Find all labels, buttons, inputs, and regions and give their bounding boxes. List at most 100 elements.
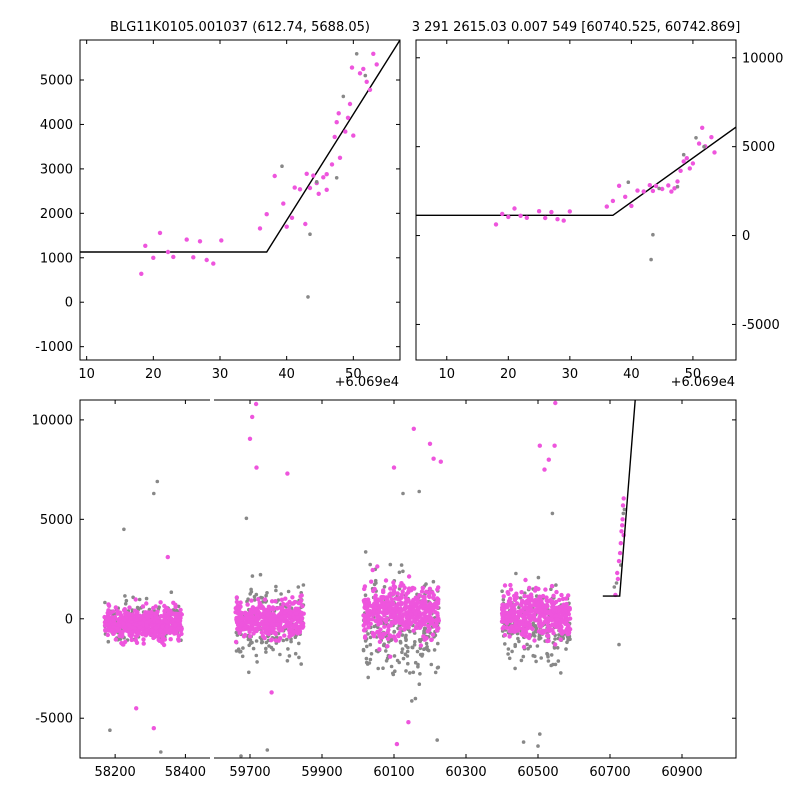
- bottom-pink-point: [514, 615, 519, 620]
- bottom-gray-outlier: [538, 732, 542, 736]
- top-right-pink-point: [506, 214, 511, 220]
- top-right-pink-point: [687, 166, 692, 171]
- bottom-pink-point: [149, 623, 155, 628]
- bottom-pink-point: [546, 638, 551, 643]
- bottom-pink-point: [389, 601, 395, 606]
- bottom-gray-point: [297, 641, 301, 646]
- top-left-xtick-label: 40: [278, 367, 295, 382]
- bottom-pink-point: [558, 628, 564, 633]
- bottom-gray-point: [413, 660, 418, 665]
- bottom-pink-point: [144, 601, 149, 606]
- bottom-gray-point: [534, 626, 539, 631]
- bottom-pink-point: [543, 587, 548, 592]
- bottom-pink-point: [525, 607, 530, 612]
- bottom-pink-point: [549, 617, 554, 623]
- bottom-pink-point: [233, 639, 239, 645]
- bottom-gray-point: [397, 660, 402, 665]
- bottom-pink-point: [287, 610, 293, 616]
- bottom-pink-point: [435, 587, 440, 592]
- bottom-pink-point: [105, 627, 111, 633]
- top-left-pink-point: [307, 185, 313, 191]
- bottom-pink-point: [381, 605, 386, 610]
- bottom-pink-point: [511, 606, 516, 611]
- top-right-pink-point: [543, 215, 548, 221]
- bottom-gray-point: [278, 652, 282, 657]
- top-left-pink-point: [139, 271, 144, 276]
- bottom-pink-point: [512, 593, 517, 599]
- bottom-pink-point: [420, 585, 426, 591]
- bottom-gray-point: [535, 644, 540, 648]
- bottom-pink-point: [254, 613, 260, 618]
- top-left-gray-point: [314, 180, 319, 184]
- bottom-pink-point: [393, 638, 399, 643]
- bottom-pink-point: [565, 631, 570, 637]
- bottom-gray-point: [546, 659, 551, 663]
- top-right-pink-point: [610, 198, 616, 204]
- top-right-ytick-label: -5000: [742, 318, 780, 333]
- bottom-gray-point: [285, 659, 290, 663]
- top-right-gray-point: [651, 232, 655, 237]
- bottom-gray-point: [568, 637, 572, 641]
- bottom-pink-point: [408, 600, 413, 606]
- top-right-pink-point: [684, 156, 689, 161]
- bottom-gray-point: [248, 638, 253, 642]
- top-left-ytick-label: 0: [65, 296, 73, 311]
- bottom-pink-point: [120, 633, 125, 638]
- bottom-pink-point: [121, 621, 126, 627]
- bottom-gray-point: [365, 644, 369, 649]
- bottom-gray-outlier: [417, 489, 422, 494]
- bottom-pink-point: [148, 632, 153, 637]
- bottom-pink-outlier: [411, 426, 416, 431]
- bottom-pink-point: [262, 610, 268, 615]
- bottom-pink-point: [554, 589, 559, 595]
- top-right-pink-point: [660, 186, 665, 192]
- bottom-gray-point: [432, 648, 437, 652]
- bottom-gray-outlier: [159, 750, 163, 754]
- bottom-pink-point: [519, 590, 524, 595]
- bottom-gray-point: [416, 664, 420, 669]
- top-left-pink-point: [334, 120, 339, 125]
- bottom-pink-point: [234, 599, 240, 605]
- bottom-pink-outlier: [427, 441, 433, 446]
- bottom-pink-point: [158, 628, 164, 634]
- top-left-pink-point: [311, 173, 316, 178]
- top-left-gray-point: [280, 164, 284, 168]
- top-right-gray-point: [702, 144, 706, 149]
- bottom-pink-point: [526, 614, 531, 619]
- bottom-pink-point: [567, 605, 572, 611]
- bottom-pink-point: [255, 626, 260, 631]
- bottom-pink-point: [430, 632, 436, 637]
- top-left-xtick-label: 30: [212, 367, 229, 382]
- top-left-model-line: [80, 40, 400, 253]
- bottom-pink-point: [559, 631, 565, 636]
- bottom-xtick-label: 58400: [165, 765, 206, 780]
- bottom-pink-point: [297, 624, 302, 630]
- bottom-pink-point: [434, 618, 439, 623]
- bottom-pink-point: [362, 586, 367, 592]
- bottom-pink-point: [387, 633, 393, 638]
- bottom-gray-point: [240, 654, 245, 659]
- bottom-pink-point: [247, 634, 253, 639]
- bottom-pink-outlier: [406, 720, 411, 725]
- top-right-xtick-label: 30: [562, 367, 579, 382]
- bottom-pink-point: [283, 596, 288, 601]
- bottom-pink-point: [414, 625, 419, 631]
- bottom-pink-point: [109, 628, 114, 633]
- bottom-pink-point: [261, 615, 266, 620]
- bottom-pink-point: [519, 608, 525, 613]
- bottom-gray-point: [397, 570, 402, 575]
- top-right-pink-point: [549, 209, 554, 215]
- top-left-pink-point: [371, 51, 376, 56]
- bottom-pink-point: [167, 611, 173, 616]
- top-left-xtick-label: 50: [345, 367, 362, 382]
- bottom-pink-point: [525, 600, 530, 605]
- bottom-pink-point: [514, 601, 520, 606]
- top-left-pink-point: [257, 226, 263, 231]
- bottom-pink-point: [238, 600, 243, 605]
- top-right-gray-point: [694, 136, 698, 140]
- bottom-pink-point: [171, 617, 176, 623]
- bottom-gray-point: [534, 659, 538, 664]
- bottom-pink-point: [382, 624, 387, 629]
- bottom-pink-point: [553, 613, 559, 619]
- bottom-pink-point: [399, 602, 404, 607]
